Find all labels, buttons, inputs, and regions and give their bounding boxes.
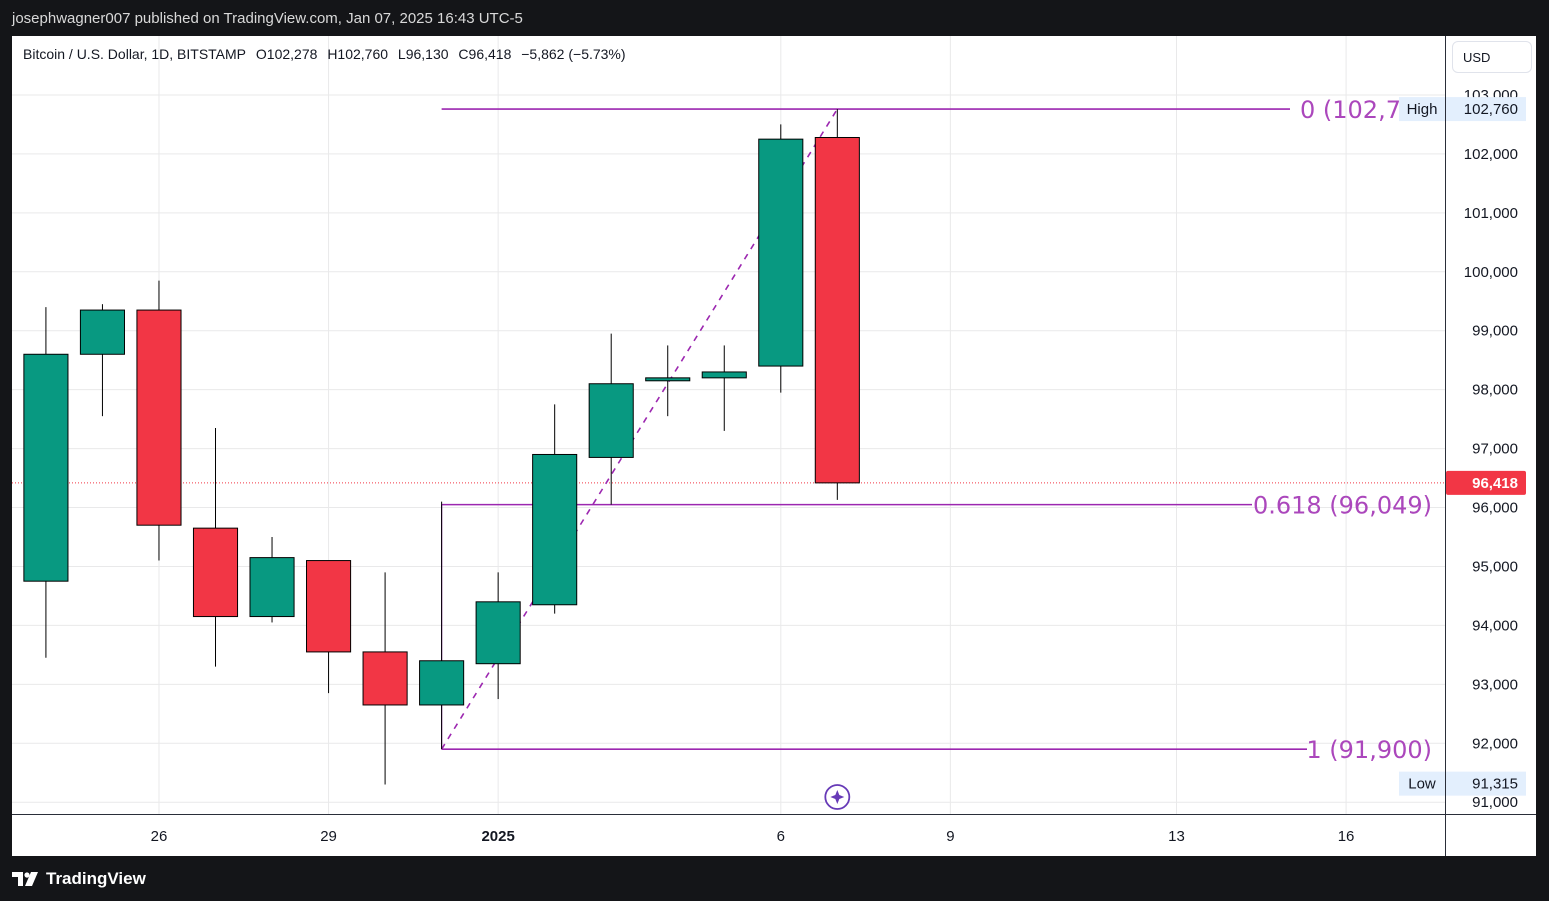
candle <box>419 501 465 750</box>
brand-name: TradingView <box>46 869 146 888</box>
candle-body <box>306 560 352 653</box>
candle <box>701 345 747 431</box>
candle-body <box>192 527 239 618</box>
price-axis-tick-label: 101,000 <box>1464 205 1518 222</box>
candle-body <box>23 353 69 582</box>
time-axis-tick-label: 9 <box>946 828 954 845</box>
legend-close: C96,418 <box>458 46 512 62</box>
candle <box>475 572 521 700</box>
tradingview-brand[interactable]: TradingView <box>12 869 146 889</box>
candle-body <box>79 309 125 355</box>
time-axis-tick-label: 26 <box>151 828 168 845</box>
candle-body <box>814 136 860 484</box>
candle <box>814 109 860 500</box>
badge-low-value-bg <box>1446 771 1526 796</box>
candle-body <box>645 377 691 382</box>
bottom-bar: TradingView <box>0 856 1549 901</box>
legend-low: L96,130 <box>397 46 449 62</box>
fib-level-1-label: 1 (91,900) <box>1306 736 1432 764</box>
fib-level-0.618-label: 0.618 (96,049) <box>1253 492 1432 520</box>
price-axis-labels: 91,000 92,000 93,000 94,000 95,000 96,000 97,0… <box>1464 87 1518 811</box>
price-axis-tick-label: 102,000 <box>1464 146 1518 163</box>
event-marker-star <box>830 790 845 804</box>
time-axis-tick-label: 29 <box>320 828 337 845</box>
legend-change: −5,862 (−5.73%) <box>521 46 626 62</box>
candle <box>645 345 691 417</box>
price-axis-tick-label: 100,000 <box>1464 264 1518 281</box>
time-axis-tick-label: 13 <box>1168 828 1185 845</box>
event-marker-icon[interactable] <box>824 784 851 810</box>
candle-body <box>249 557 295 618</box>
badge-high-value: 102,760 <box>1464 101 1518 118</box>
price-axis-tick-label: 95,000 <box>1472 558 1518 575</box>
candle <box>23 307 69 658</box>
candle <box>136 280 182 561</box>
price-axis-tick-label: 93,000 <box>1472 676 1518 693</box>
badge-high-value-bg <box>1446 97 1526 122</box>
chart-legend: Bitcoin / U.S. Dollar, 1D, BITSTAMP O102… <box>23 46 632 62</box>
current-price-badge <box>1446 470 1526 495</box>
candle <box>758 124 804 393</box>
time-axis-labels: 26 29 2025 6 9 13 16 <box>151 828 1355 845</box>
badge-low-label: Low <box>1408 776 1436 793</box>
candles <box>23 109 860 785</box>
price-axis-tick-label: 94,000 <box>1472 617 1518 634</box>
top-bar: josephwagner007 published on TradingView… <box>0 0 1549 36</box>
price-axis-tick-label: 96,000 <box>1472 500 1518 517</box>
candle-body <box>136 309 182 526</box>
price-axis-background <box>1446 76 1536 814</box>
candle-body <box>588 383 634 458</box>
time-axis-tick-label: 16 <box>1338 828 1355 845</box>
price-axis-tick-label: 97,000 <box>1472 441 1518 458</box>
candle <box>532 404 578 614</box>
time-axis-tick-label: 6 <box>777 828 785 845</box>
badge-high-label: High <box>1407 101 1438 118</box>
legend-symbol: Bitcoin / U.S. Dollar, 1D, BITSTAMP <box>23 46 247 62</box>
price-axis-tick-label: 92,000 <box>1472 735 1518 752</box>
candle <box>362 572 408 785</box>
current-price-value: 96,418 <box>1472 475 1518 492</box>
currency-button[interactable]: USD <box>1452 41 1532 73</box>
candle <box>249 536 295 623</box>
candle <box>588 333 634 505</box>
candlestick-chart[interactable]: 0 (102,760)0.618 (96,049)1 (91,900)91,00… <box>12 36 1536 856</box>
grid-lines <box>12 36 1445 814</box>
candle <box>192 427 239 667</box>
price-axis-tick-label: 99,000 <box>1472 323 1518 340</box>
published-info: josephwagner007 published on TradingView… <box>12 10 523 27</box>
badge-low-label-bg <box>1399 771 1445 796</box>
candle-body <box>419 660 465 706</box>
candle-body <box>532 453 578 606</box>
legend-high: H102,760 <box>327 46 389 62</box>
price-axis-tick-label: 91,000 <box>1472 794 1518 811</box>
badge-low-value: 91,315 <box>1472 776 1518 793</box>
candle-body <box>475 601 521 665</box>
chart-frame[interactable]: 0 (102,760) 0.618 (96,049) 1 (91,900) 91,00… <box>12 36 1536 856</box>
candle <box>79 304 125 417</box>
candle-body <box>701 371 747 379</box>
candle-body <box>758 138 804 367</box>
legend-open: O102,278 <box>255 46 318 62</box>
candle <box>306 560 352 694</box>
time-axis-tick-label: 2025 <box>481 828 514 845</box>
tradingview-logo-icon <box>12 872 38 886</box>
badge-high-label-bg <box>1399 97 1445 122</box>
candle-body <box>362 651 408 706</box>
price-axis-tick-label: 98,000 <box>1472 382 1518 399</box>
